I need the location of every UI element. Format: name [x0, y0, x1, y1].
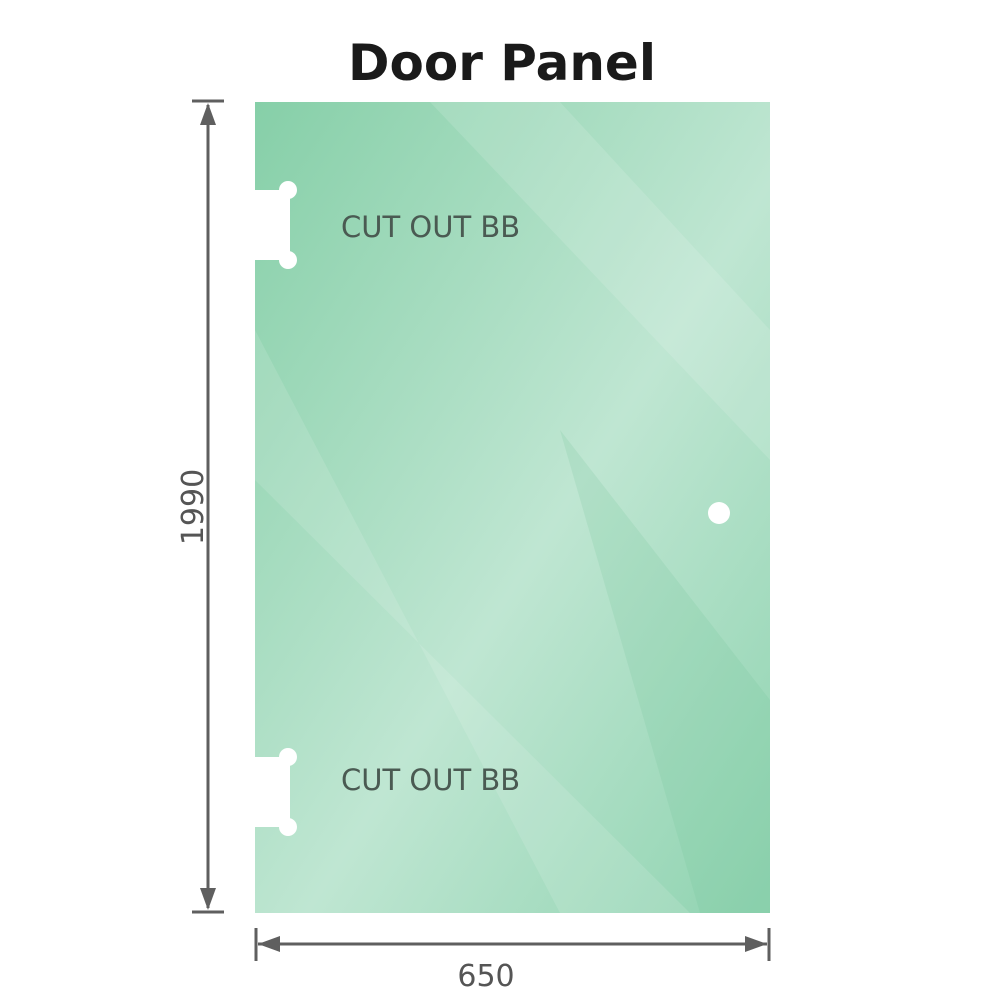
height-dimension-line [192, 99, 224, 914]
cutout-bottom [250, 748, 297, 836]
cutout-label-bottom: CUT OUT BB [341, 763, 520, 797]
handle-hole [708, 502, 730, 524]
width-label: 650 [457, 959, 514, 994]
width-dimension-line [254, 928, 771, 961]
cutout-top [250, 181, 297, 269]
glass-panel [255, 102, 770, 913]
height-label: 1990 [176, 469, 211, 545]
cutout-label-top: CUT OUT BB [341, 210, 520, 244]
diagram-title: Door Panel [348, 34, 656, 92]
